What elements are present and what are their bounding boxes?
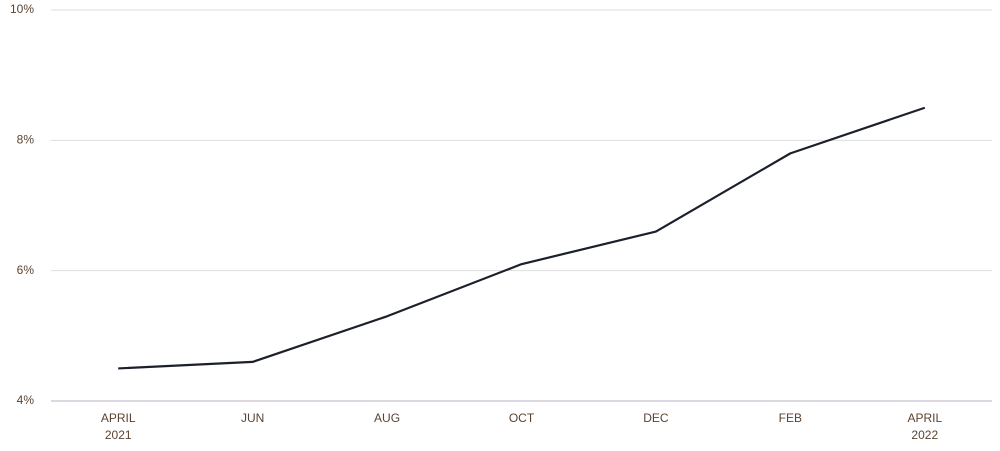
x-tick-label: DEC	[643, 411, 669, 425]
x-tick-label: APRIL 2022	[907, 411, 943, 442]
y-tick-label: 4%	[17, 393, 35, 407]
x-tick-label: OCT	[508, 411, 535, 425]
x-tick-label: AUG	[374, 411, 401, 425]
y-tick-label: 6%	[17, 263, 35, 277]
y-tick-label: 10%	[10, 2, 34, 16]
series-line	[118, 106, 926, 370]
x-tick-label: APRIL 2021	[100, 411, 136, 442]
x-tick-label: JUN	[240, 411, 265, 425]
y-tick-label: 8%	[17, 133, 35, 147]
x-tick-label: FEB	[778, 411, 803, 425]
